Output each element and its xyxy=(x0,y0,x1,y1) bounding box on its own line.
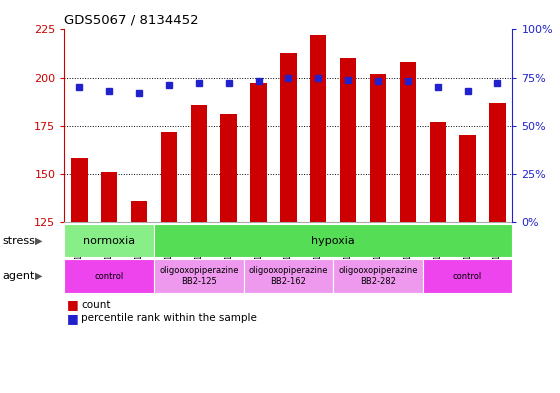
Bar xyxy=(340,58,356,222)
Text: control: control xyxy=(95,272,124,281)
Bar xyxy=(154,259,244,293)
Bar xyxy=(101,172,118,222)
Bar xyxy=(400,62,416,222)
Text: oligooxopiperazine
BB2-282: oligooxopiperazine BB2-282 xyxy=(338,266,418,286)
Text: ■: ■ xyxy=(67,298,79,311)
Text: count: count xyxy=(81,299,111,310)
Text: oligooxopiperazine
BB2-162: oligooxopiperazine BB2-162 xyxy=(249,266,328,286)
Text: percentile rank within the sample: percentile rank within the sample xyxy=(81,313,257,323)
Text: ■: ■ xyxy=(67,312,79,325)
Bar xyxy=(250,83,267,222)
Bar xyxy=(280,53,297,222)
Bar xyxy=(64,224,154,257)
Bar xyxy=(310,35,326,222)
Bar xyxy=(370,74,386,222)
Bar xyxy=(221,114,237,222)
Bar xyxy=(131,201,147,222)
Bar xyxy=(459,135,476,222)
Text: agent: agent xyxy=(3,271,35,281)
Bar xyxy=(154,224,512,257)
Bar xyxy=(71,158,87,222)
Bar xyxy=(423,259,512,293)
Bar xyxy=(161,132,177,222)
Text: ▶: ▶ xyxy=(35,271,42,281)
Bar xyxy=(190,105,207,222)
Text: normoxia: normoxia xyxy=(83,236,136,246)
Bar xyxy=(64,259,154,293)
Text: stress: stress xyxy=(3,236,36,246)
Text: oligooxopiperazine
BB2-125: oligooxopiperazine BB2-125 xyxy=(159,266,239,286)
Bar xyxy=(489,103,506,222)
Text: ▶: ▶ xyxy=(35,236,42,246)
Bar xyxy=(430,122,446,222)
Text: GDS5067 / 8134452: GDS5067 / 8134452 xyxy=(64,14,199,27)
Text: control: control xyxy=(453,272,482,281)
Text: hypoxia: hypoxia xyxy=(311,236,355,246)
Bar xyxy=(333,259,423,293)
Bar xyxy=(244,259,333,293)
